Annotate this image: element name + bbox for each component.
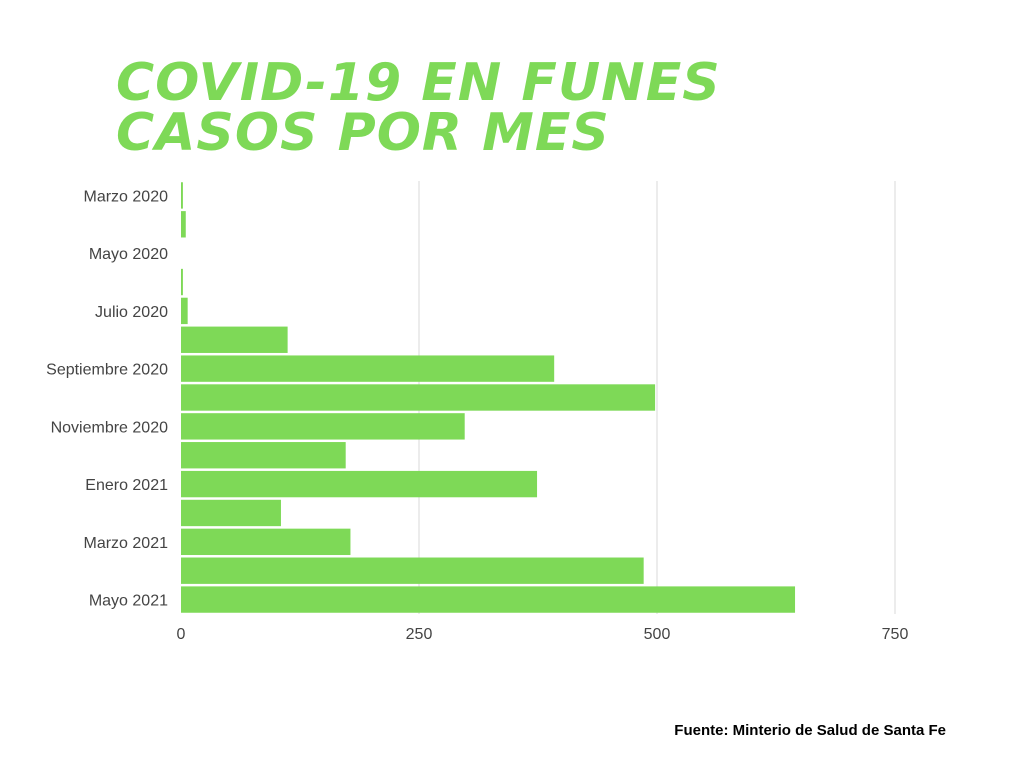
- category-label-mayo-2020: Mayo 2020: [89, 246, 168, 263]
- x-tick-label-0: 0: [177, 626, 186, 643]
- x-tick-label-500: 500: [644, 626, 671, 643]
- bar-junio-2020: [181, 268, 183, 296]
- category-label-marzo-2021: Marzo 2021: [84, 535, 169, 552]
- category-label-noviembre-2020: Noviembre 2020: [51, 419, 169, 436]
- x-axis-tick-labels: 0 250 500 750: [177, 626, 909, 643]
- bar-enero-2021: [181, 470, 538, 498]
- category-labels: Marzo 2020 Mayo 2020 Julio 2020 Septiembre …: [46, 188, 168, 609]
- bar-abril-2021: [181, 557, 644, 584]
- bar-septiembre-2020: [181, 355, 555, 382]
- bars: [181, 182, 796, 613]
- source-note: Fuente: Minterio de Salud de Santa Fe: [674, 722, 946, 739]
- bar-agosto-2020: [181, 326, 288, 353]
- bar-febrero-2021: [181, 499, 281, 527]
- category-label-mayo-2021: Mayo 2021: [89, 593, 168, 610]
- bar-julio-2020: [181, 297, 188, 325]
- bar-noviembre-2020: [181, 413, 465, 440]
- bar-octubre-2020: [181, 384, 656, 411]
- category-label-julio-2020: Julio 2020: [95, 304, 168, 321]
- chart-title-line-2: CASOS POR MES: [116, 103, 610, 163]
- bar-mayo-2021: [181, 586, 796, 613]
- x-tick-label-750: 750: [882, 626, 909, 643]
- category-label-marzo-2020: Marzo 2020: [84, 188, 169, 205]
- x-tick-label-250: 250: [406, 626, 433, 643]
- bar-marzo-2021: [181, 528, 351, 556]
- chart-title-line-1: COVID-19 EN FUNES: [116, 53, 721, 113]
- chart-title: COVID-19 EN FUNES CASOS POR MES: [116, 53, 721, 163]
- category-label-enero-2021: Enero 2021: [85, 477, 168, 494]
- bar-diciembre-2020: [181, 442, 346, 469]
- bar-abril-2020: [181, 211, 186, 238]
- category-label-septiembre-2020: Septiembre 2020: [46, 362, 168, 379]
- bar-marzo-2020: [181, 182, 183, 209]
